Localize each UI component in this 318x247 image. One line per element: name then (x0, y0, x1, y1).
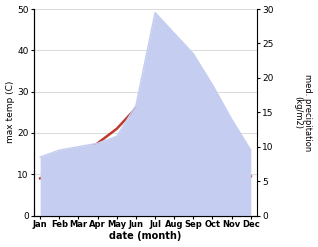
Y-axis label: max temp (C): max temp (C) (5, 81, 15, 144)
Y-axis label: med. precipitation
(kg/m2): med. precipitation (kg/m2) (293, 74, 313, 151)
X-axis label: date (month): date (month) (109, 231, 182, 242)
